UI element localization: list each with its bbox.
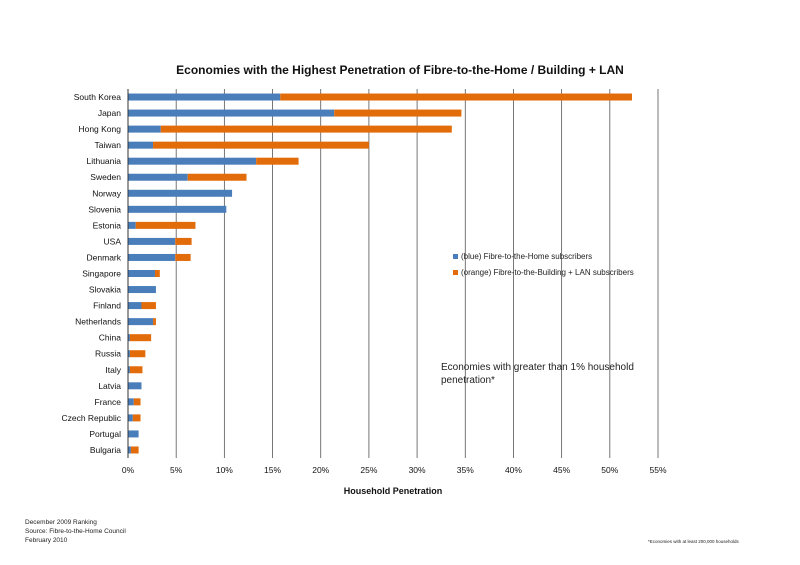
- bar-fttb: [133, 398, 141, 406]
- bar-ftth: [128, 253, 176, 261]
- bar-ftth: [128, 221, 136, 229]
- bar-fttb: [175, 237, 192, 245]
- bar-ftth: [128, 318, 154, 326]
- bar-ftth: [128, 414, 133, 422]
- bar-ftth: [128, 382, 142, 390]
- bar-ftth: [128, 350, 130, 358]
- category-label: Netherlands: [75, 317, 121, 327]
- bar-ftth: [128, 398, 134, 406]
- category-label: China: [99, 333, 121, 343]
- category-label: Finland: [93, 301, 121, 311]
- x-tick-label: 50%: [601, 465, 618, 475]
- bar-ftth: [128, 109, 335, 117]
- bar-ftth: [128, 93, 281, 101]
- x-tick-label: 10%: [216, 465, 233, 475]
- x-tick-label: 25%: [360, 465, 377, 475]
- bar-fttb: [153, 141, 369, 149]
- footer-source: December 2009 Ranking Source: Fibre-to-t…: [25, 518, 126, 545]
- bar-fttb: [132, 414, 141, 422]
- bar-fttb: [153, 318, 156, 326]
- bar-ftth: [128, 366, 130, 374]
- chart-title: Economies with the Highest Penetration o…: [176, 63, 624, 77]
- footnote: *Economies with at least 200,000 househo…: [648, 539, 739, 544]
- category-label: USA: [104, 236, 122, 246]
- category-label: Denmark: [87, 252, 122, 262]
- category-label: Slovakia: [89, 285, 121, 295]
- bar-ftth: [128, 237, 176, 245]
- bar-fttb: [160, 125, 452, 133]
- legend-item-fttb: (orange) Fibre-to-the-Building + LAN sub…: [453, 268, 634, 277]
- category-label: Bulgaria: [90, 445, 121, 455]
- bar-fttb: [187, 173, 247, 181]
- bar-fttb: [256, 157, 299, 165]
- bar-fttb: [129, 366, 143, 374]
- category-label: Estonia: [93, 220, 122, 230]
- category-label: Taiwan: [95, 140, 122, 150]
- bar-ftth: [128, 302, 142, 310]
- bar-fttb: [175, 253, 191, 261]
- bar-fttb: [141, 302, 156, 310]
- category-label: Portugal: [89, 429, 121, 439]
- category-label: France: [95, 397, 122, 407]
- category-label: Latvia: [98, 381, 121, 391]
- bar-fttb: [135, 221, 196, 229]
- category-label: Slovenia: [88, 204, 121, 214]
- legend-label-ftth: (blue) Fibre-to-the-Home subscribers: [461, 252, 593, 261]
- footer-line-source: Source: Fibre-to-the-Home Council: [25, 528, 126, 535]
- x-axis-label: Household Penetration: [343, 486, 443, 496]
- x-tick-label: 35%: [457, 465, 474, 475]
- category-label: South Korea: [74, 92, 122, 102]
- bar-ftth: [128, 173, 188, 181]
- bar-ftth: [128, 446, 131, 454]
- footer-line-ranking: December 2009 Ranking: [25, 519, 97, 526]
- legend-item-ftth: (blue) Fibre-to-the-Home subscribers: [453, 252, 592, 261]
- bar-ftth: [128, 141, 154, 149]
- bar-fttb: [129, 350, 146, 358]
- annotation-note: Economies with greater than 1% household…: [441, 362, 634, 386]
- bar-fttb: [130, 446, 139, 454]
- category-label: Russia: [95, 349, 121, 359]
- category-label: Lithuania: [86, 156, 121, 166]
- footer-line-date: February 2010: [25, 537, 68, 544]
- bar-ftth: [128, 205, 227, 213]
- x-tick-label: 45%: [553, 465, 570, 475]
- category-label: Sweden: [90, 172, 121, 182]
- category-label: Singapore: [82, 269, 121, 279]
- bar-ftth: [128, 430, 139, 438]
- legend-swatch-ftth: [453, 254, 458, 260]
- category-label: Hong Kong: [78, 124, 121, 134]
- bar-fttb: [334, 109, 462, 117]
- category-label: Italy: [105, 365, 121, 375]
- category-label: Norway: [92, 188, 122, 198]
- bar-ftth: [128, 189, 233, 197]
- bar-ftth: [128, 157, 257, 165]
- legend-label-fttb: (orange) Fibre-to-the-Building + LAN sub…: [461, 268, 634, 277]
- bar-fttb: [280, 93, 632, 101]
- bar-ftth: [128, 125, 161, 133]
- x-tick-label: 0%: [122, 465, 135, 475]
- x-tick-label: 30%: [409, 465, 426, 475]
- x-tick-label: 20%: [312, 465, 329, 475]
- bar-fttb: [154, 270, 160, 277]
- bar-fttb: [129, 334, 152, 342]
- x-tick-label: 15%: [264, 465, 281, 475]
- legend-swatch-fttb: [453, 270, 458, 276]
- bar-ftth: [128, 270, 155, 277]
- category-label: Japan: [98, 108, 121, 118]
- bar-ftth: [128, 286, 156, 294]
- category-label: Czech Republic: [61, 413, 121, 423]
- bar-ftth: [128, 334, 130, 342]
- x-tick-label: 40%: [505, 465, 522, 475]
- x-tick-label: 5%: [170, 465, 183, 475]
- x-tick-label: 55%: [649, 465, 666, 475]
